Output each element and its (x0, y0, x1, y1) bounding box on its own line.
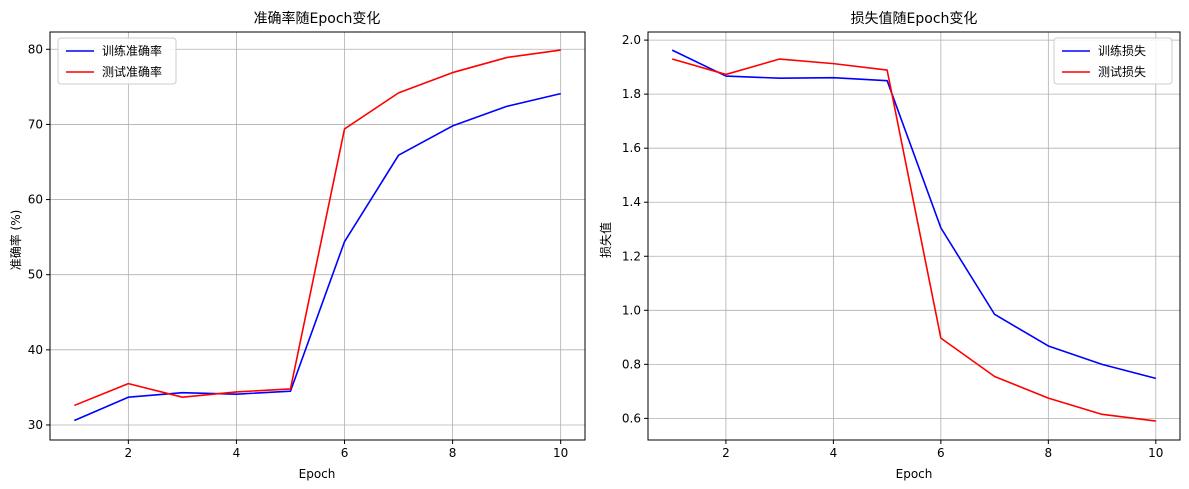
accuracy-x-tick-label: 4 (233, 446, 241, 460)
loss-y-tick-label: 1.8 (622, 87, 641, 101)
loss-legend-label-1: 测试损失 (1098, 64, 1146, 79)
loss-y-tick-label: 1.2 (622, 249, 641, 263)
loss-x-tick-label: 6 (937, 446, 945, 460)
accuracy-legend-label-1: 测试准确率 (102, 64, 162, 79)
accuracy-x-tick-label: 10 (553, 446, 568, 460)
loss-x-tick-label: 10 (1148, 446, 1163, 460)
accuracy-y-tick-label: 40 (28, 343, 43, 357)
accuracy-x-tick-label: 2 (125, 446, 133, 460)
loss-x-tick-label: 8 (1045, 446, 1053, 460)
loss-y-tick-label: 1.6 (622, 141, 641, 155)
accuracy-axes-frame (49, 31, 586, 441)
accuracy-series-line-0 (74, 92, 561, 422)
accuracy-y-tick-label: 30 (28, 418, 43, 432)
loss-legend-label-0: 训练损失 (1098, 43, 1146, 58)
accuracy-legend-label-0: 训练准确率 (102, 43, 162, 58)
loss-chart-ylabel: 损失值 (598, 222, 613, 258)
accuracy-chart-ylabel: 准确率 (%) (8, 210, 23, 271)
accuracy-y-tick-label: 70 (28, 117, 43, 131)
loss-x-tick-label: 4 (830, 446, 838, 460)
accuracy-series-line-1 (74, 49, 561, 407)
loss-y-tick-label: 0.6 (622, 411, 641, 425)
loss-chart-title: 损失值随Epoch变化 (851, 11, 978, 27)
loss-axes-frame (647, 31, 1181, 441)
accuracy-x-tick-label: 6 (341, 446, 349, 460)
loss-y-tick-label: 1.4 (622, 195, 641, 209)
loss-chart-xlabel: Epoch (896, 467, 933, 481)
loss-x-tick-label: 2 (722, 446, 730, 460)
loss-series-line-1 (671, 58, 1156, 422)
accuracy-y-tick-label: 50 (28, 268, 43, 282)
accuracy-chart-title: 准确率随Epoch变化 (254, 10, 381, 27)
accuracy-x-tick-label: 8 (449, 446, 457, 460)
loss-y-tick-label: 1.0 (622, 303, 641, 317)
accuracy-y-tick-label: 60 (28, 193, 43, 207)
loss-chart: 损失值随Epoch变化 Epoch 损失值 2 4 6 8 10 0.6 0.8 1.0 1.2… (598, 11, 1181, 481)
accuracy-y-tick-label: 80 (28, 42, 43, 56)
loss-y-tick-label: 2.0 (622, 33, 641, 47)
accuracy-chart-xlabel: Epoch (299, 467, 336, 481)
loss-y-tick-label: 0.8 (622, 357, 641, 371)
accuracy-chart: 准确率随Epoch变化 Epoch 准确率 (%) 2 4 6 8 10 30 40 50 60… (8, 10, 586, 481)
loss-series-line-0 (671, 49, 1157, 380)
